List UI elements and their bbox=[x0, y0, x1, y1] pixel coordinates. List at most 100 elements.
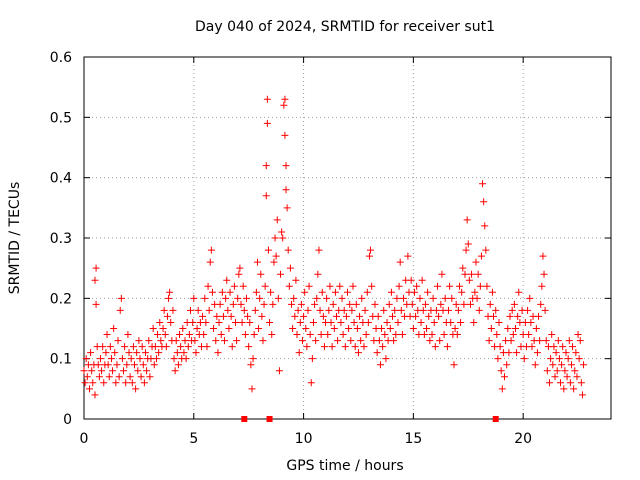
data-point bbox=[536, 337, 544, 345]
data-point bbox=[291, 312, 299, 320]
data-point bbox=[556, 379, 564, 387]
data-point bbox=[560, 385, 568, 393]
data-point bbox=[558, 361, 566, 369]
data-point bbox=[218, 288, 226, 296]
data-point bbox=[91, 276, 99, 284]
data-point bbox=[565, 337, 573, 345]
data-point bbox=[186, 306, 194, 314]
data-point bbox=[546, 379, 554, 387]
data-point bbox=[105, 373, 113, 381]
data-point bbox=[92, 300, 100, 308]
data-point bbox=[485, 337, 493, 345]
data-point bbox=[460, 300, 468, 308]
data-point bbox=[524, 306, 532, 314]
data-point bbox=[497, 367, 505, 375]
data-point bbox=[166, 288, 174, 296]
data-point bbox=[559, 343, 567, 351]
data-point bbox=[338, 294, 346, 302]
data-point bbox=[179, 325, 187, 332]
data-point bbox=[221, 337, 229, 345]
data-point bbox=[309, 318, 317, 326]
data-point bbox=[189, 318, 197, 326]
data-point bbox=[412, 312, 420, 320]
data-point bbox=[94, 361, 102, 369]
data-point bbox=[170, 355, 178, 363]
data-point bbox=[447, 318, 455, 326]
data-point bbox=[264, 246, 272, 254]
data-point bbox=[501, 373, 509, 381]
data-point bbox=[570, 385, 578, 393]
data-point bbox=[461, 270, 469, 278]
data-point bbox=[244, 312, 252, 320]
data-point bbox=[347, 337, 355, 345]
data-point bbox=[81, 379, 89, 387]
data-point bbox=[413, 282, 421, 290]
data-point bbox=[392, 331, 400, 339]
data-point bbox=[379, 343, 387, 351]
data-point bbox=[550, 343, 558, 351]
data-point bbox=[452, 300, 460, 308]
data-point bbox=[531, 361, 539, 369]
data-point bbox=[272, 252, 280, 260]
data-point bbox=[245, 343, 253, 351]
data-point bbox=[110, 325, 118, 332]
data-point bbox=[472, 258, 480, 266]
data-point bbox=[176, 331, 184, 339]
data-point bbox=[145, 337, 153, 345]
data-point bbox=[258, 312, 266, 320]
data-point bbox=[368, 282, 376, 290]
data-point bbox=[382, 355, 390, 363]
data-point bbox=[234, 294, 242, 302]
data-point bbox=[199, 312, 207, 320]
data-point bbox=[271, 234, 279, 242]
data-point bbox=[514, 312, 522, 320]
data-point bbox=[387, 288, 395, 296]
data-point bbox=[409, 325, 417, 332]
data-point bbox=[325, 306, 333, 314]
data-point bbox=[88, 367, 96, 375]
data-point bbox=[300, 312, 308, 320]
data-point bbox=[443, 343, 451, 351]
data-point bbox=[462, 246, 470, 254]
data-point bbox=[329, 300, 337, 308]
data-point bbox=[111, 349, 119, 357]
data-point bbox=[333, 312, 341, 320]
data-point bbox=[416, 294, 424, 302]
data-point bbox=[109, 367, 117, 375]
data-point bbox=[103, 331, 111, 339]
x-tick-label: 15 bbox=[404, 431, 422, 447]
data-point bbox=[483, 282, 491, 290]
x-axis-label: GPS time / hours bbox=[286, 458, 403, 474]
data-point bbox=[331, 288, 339, 296]
data-point bbox=[569, 343, 577, 351]
data-point bbox=[457, 318, 465, 326]
data-point bbox=[361, 306, 369, 314]
data-point bbox=[346, 300, 354, 308]
data-point bbox=[308, 355, 316, 363]
data-point bbox=[496, 343, 504, 351]
data-point bbox=[155, 349, 163, 357]
data-point bbox=[515, 288, 523, 296]
data-point bbox=[133, 349, 141, 357]
data-point bbox=[157, 337, 165, 345]
data-point bbox=[486, 300, 494, 308]
data-point bbox=[423, 325, 431, 332]
data-point bbox=[513, 349, 521, 357]
data-point bbox=[250, 331, 258, 339]
data-point bbox=[429, 294, 437, 302]
data-point bbox=[453, 331, 461, 339]
data-point bbox=[206, 258, 214, 266]
data-point bbox=[572, 349, 580, 357]
data-point bbox=[257, 270, 265, 278]
data-point bbox=[180, 349, 188, 357]
data-point bbox=[224, 306, 232, 314]
data-point bbox=[526, 294, 534, 302]
data-point bbox=[193, 325, 201, 332]
data-point bbox=[208, 288, 216, 296]
data-point bbox=[348, 306, 356, 314]
data-point bbox=[85, 385, 93, 393]
data-point bbox=[247, 361, 255, 369]
data-point bbox=[137, 373, 145, 381]
data-point bbox=[146, 373, 154, 381]
data-point bbox=[273, 216, 281, 224]
